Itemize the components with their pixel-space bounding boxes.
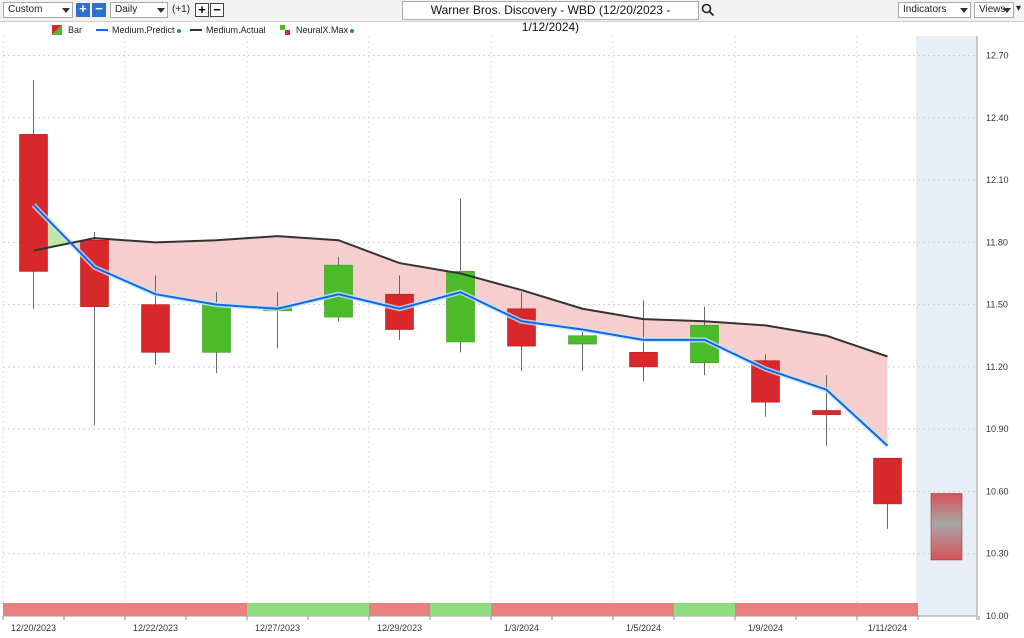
candle-body — [568, 335, 597, 345]
y-tick-label: 10.00 — [986, 611, 1009, 621]
interval-select[interactable]: Daily — [110, 2, 168, 18]
views-label: Views — [979, 4, 1006, 15]
signal-cell — [308, 603, 369, 616]
x-tick-label: 12/27/2023 — [255, 623, 300, 633]
actual-line — [33, 235, 888, 358]
chevron-down-icon — [1003, 8, 1011, 13]
signal-cell — [491, 603, 552, 616]
candle-body — [812, 410, 841, 415]
legend-label: Medium.Predict — [112, 24, 181, 36]
indicators-select[interactable]: Indicators — [898, 2, 971, 18]
info-dot-icon[interactable] — [176, 28, 181, 33]
candle-body — [446, 271, 475, 343]
range-select-value: Custom — [8, 4, 43, 15]
candle-body — [202, 304, 231, 353]
x-tick-label: 1/5/2024 — [626, 623, 661, 633]
y-tick-label: 11.80 — [986, 237, 1008, 247]
bar-icon — [52, 25, 62, 35]
band-down — [70, 236, 888, 446]
candle-body — [324, 264, 353, 318]
y-tick-label: 10.60 — [986, 486, 1009, 496]
x-tick-label: 12/29/2023 — [377, 623, 422, 633]
chevron-down-icon — [62, 8, 70, 13]
signal-cell — [796, 603, 857, 616]
line-swatch-icon — [190, 29, 202, 31]
legend-label: NeuralX.Max — [296, 24, 355, 36]
signal-cell — [735, 603, 796, 616]
signal-cell — [552, 603, 613, 616]
views-select[interactable]: Views — [974, 2, 1014, 18]
predict-line — [32, 204, 889, 447]
offset-minus-button[interactable]: − — [210, 3, 224, 17]
zoom-out-button[interactable]: − — [92, 2, 106, 17]
more-options-icon[interactable]: ▾ — [1016, 3, 1022, 14]
candle-body — [873, 457, 902, 505]
neuralx-icon — [280, 25, 290, 35]
signal-cell — [674, 603, 735, 616]
x-tick-label: 1/9/2024 — [748, 623, 783, 633]
y-tick-label: 12.40 — [986, 113, 1009, 123]
y-tick-label: 10.90 — [986, 424, 1009, 434]
offset-label: (+1) — [172, 4, 191, 15]
forecast-bar — [930, 493, 963, 561]
signal-cell — [369, 603, 430, 616]
search-icon[interactable] — [701, 3, 715, 17]
x-tick-label: 12/20/2023 — [11, 623, 56, 633]
signal-cell — [125, 603, 186, 616]
x-tick-label: 1/3/2024 — [504, 623, 539, 633]
zoom-in-button[interactable]: + — [76, 2, 90, 17]
range-select[interactable]: Custom — [3, 2, 73, 18]
legend-label: Bar — [68, 25, 83, 35]
line-swatch-icon — [96, 29, 108, 31]
candle-body — [690, 325, 719, 364]
candle-body — [141, 304, 170, 353]
candle-body — [385, 293, 414, 330]
candle-body — [629, 352, 658, 368]
price-chart[interactable]: 10.00 10.30 10.60 10.90 11.20 11.50 11.80 12.10… — [0, 36, 1024, 638]
legend-label: Medium.Actual — [206, 25, 266, 35]
signal-cell — [247, 603, 308, 616]
chart-title-field[interactable]: Warner Bros. Discovery - WBD (12/20/2023… — [402, 1, 699, 34]
y-tick-label: 12.10 — [986, 175, 1009, 185]
y-tick-label: 11.50 — [986, 300, 1008, 310]
signal-cell — [64, 603, 125, 616]
y-tick-label: 11.20 — [986, 362, 1008, 372]
y-tick-label: 10.30 — [986, 549, 1009, 559]
interval-select-value: Daily — [115, 4, 138, 15]
x-tick-label: 1/11/2024 — [868, 623, 907, 633]
y-tick-label: 12.70 — [986, 50, 1009, 60]
signal-cell — [186, 603, 247, 616]
signal-cell — [430, 603, 491, 616]
signal-cell — [857, 603, 918, 616]
x-tick-label: 12/22/2023 — [133, 623, 178, 633]
indicators-label: Indicators — [903, 4, 947, 15]
chevron-down-icon — [960, 8, 968, 13]
toolbar: Custom + − Daily (+1) + − Warner Bros. D… — [0, 0, 1024, 34]
offset-plus-button[interactable]: + — [195, 3, 209, 17]
chevron-down-icon — [157, 8, 165, 13]
signal-cell — [613, 603, 674, 616]
candle-body — [19, 134, 48, 272]
signal-cell — [3, 603, 64, 616]
info-dot-icon[interactable] — [350, 28, 355, 33]
